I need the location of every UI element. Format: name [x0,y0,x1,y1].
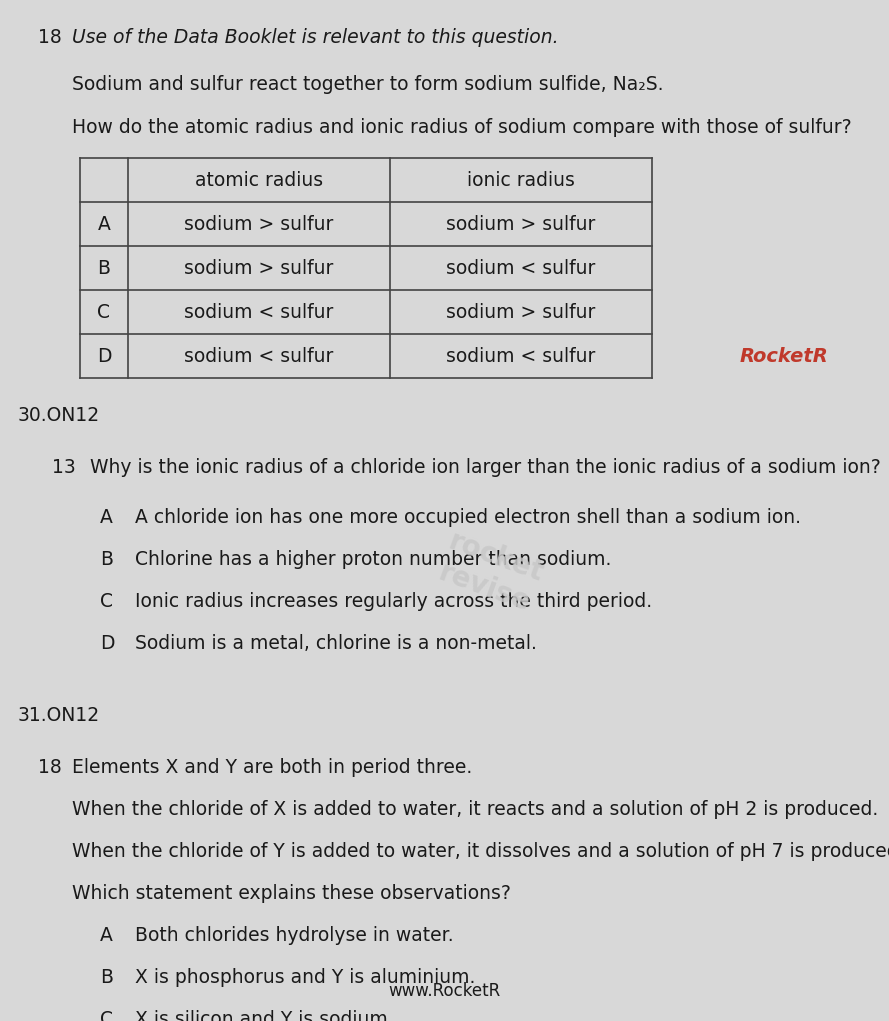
Text: sodium > sulfur: sodium > sulfur [184,214,333,234]
Text: sodium < sulfur: sodium < sulfur [184,346,333,366]
Text: atomic radius: atomic radius [195,171,323,190]
Text: 30.ON12: 30.ON12 [18,406,100,425]
Text: When the chloride of Y is added to water, it dissolves and a solution of pH 7 is: When the chloride of Y is added to water… [72,842,889,861]
Text: 18: 18 [38,28,61,47]
Text: Chlorine has a higher proton number than sodium.: Chlorine has a higher proton number than… [135,550,612,569]
Text: sodium < sulfur: sodium < sulfur [446,346,596,366]
Text: sodium < sulfur: sodium < sulfur [184,302,333,322]
Text: Ionic radius increases regularly across the third period.: Ionic radius increases regularly across … [135,592,653,611]
Text: 13: 13 [52,458,76,477]
Text: X is silicon and Y is sodium.: X is silicon and Y is sodium. [135,1010,394,1021]
Text: Elements X and Y are both in period three.: Elements X and Y are both in period thre… [72,758,472,777]
Text: sodium > sulfur: sodium > sulfur [184,258,333,278]
Text: Which statement explains these observations?: Which statement explains these observati… [72,884,511,903]
Text: sodium > sulfur: sodium > sulfur [446,214,596,234]
Text: A: A [98,214,110,234]
Text: A: A [100,508,113,527]
Text: rocket
revise: rocket revise [433,528,547,619]
Text: RocketR: RocketR [740,346,829,366]
Text: B: B [100,550,113,569]
Text: sodium > sulfur: sodium > sulfur [446,302,596,322]
Text: Use of the Data Booklet is relevant to this question.: Use of the Data Booklet is relevant to t… [72,28,558,47]
Text: Sodium and sulfur react together to form sodium sulfide, Na₂S.: Sodium and sulfur react together to form… [72,75,663,94]
Text: D: D [97,346,111,366]
Text: sodium < sulfur: sodium < sulfur [446,258,596,278]
Text: ionic radius: ionic radius [467,171,575,190]
Text: D: D [100,634,115,653]
Text: C: C [100,592,113,611]
Text: A chloride ion has one more occupied electron shell than a sodium ion.: A chloride ion has one more occupied ele… [135,508,801,527]
Text: B: B [100,968,113,987]
Text: How do the atomic radius and ionic radius of sodium compare with those of sulfur: How do the atomic radius and ionic radiu… [72,118,852,137]
Text: A: A [100,926,113,945]
Text: Sodium is a metal, chlorine is a non-metal.: Sodium is a metal, chlorine is a non-met… [135,634,537,653]
Text: B: B [98,258,110,278]
Text: 18: 18 [38,758,61,777]
Text: C: C [100,1010,113,1021]
Text: www.RocketR: www.RocketR [388,982,501,1000]
Text: C: C [98,302,110,322]
Text: X is phosphorus and Y is aluminium.: X is phosphorus and Y is aluminium. [135,968,476,987]
Text: Why is the ionic radius of a chloride ion larger than the ionic radius of a sodi: Why is the ionic radius of a chloride io… [90,458,881,477]
Text: When the chloride of X is added to water, it reacts and a solution of pH 2 is pr: When the chloride of X is added to water… [72,800,878,819]
Text: Both chlorides hydrolyse in water.: Both chlorides hydrolyse in water. [135,926,453,945]
Text: 31.ON12: 31.ON12 [18,706,100,725]
